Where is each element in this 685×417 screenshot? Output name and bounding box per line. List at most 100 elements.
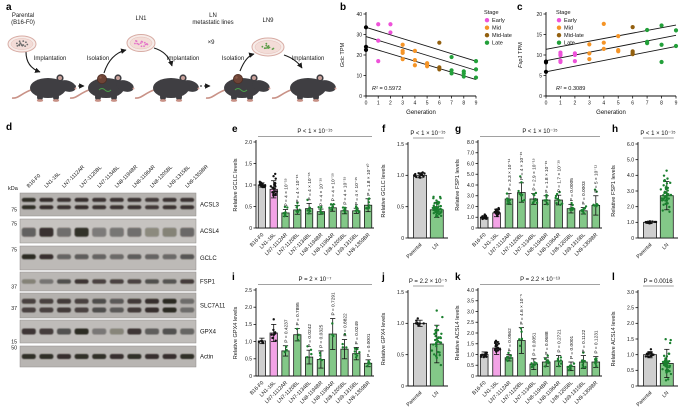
protein-label-GCLC: GCLC [200,256,217,262]
protein-band [74,328,89,335]
bar-B16-F0 [257,340,266,377]
scatter-point [659,23,664,28]
bar-Parental [643,354,657,387]
data-dot [497,207,501,211]
data-dot [417,324,420,327]
y-tick-label: 1.5 [397,142,404,148]
p-value-annotation: P < 1 × 10⁻¹⁵ [522,128,558,135]
mouse-nose [197,87,200,90]
dot-cloud-LN9-1315BL [580,351,587,369]
data-dot [307,212,310,215]
protein-band [57,279,71,284]
panel-h-letter: h [612,124,619,135]
bar-p-value: P = 0.0005 [569,178,575,202]
data-dot [418,322,421,325]
implantation-label-3: Implantation [291,56,325,62]
bar-p-value: P = 0.0001 [569,335,575,359]
protein-band [74,307,89,313]
bar-chart-svg: 0 1.0 2.0 3.0 4.0 5.0 6.0 7.0 8.0 Relative FSP1 l… [455,128,602,258]
data-dot [581,366,584,369]
data-dot [668,370,671,373]
protein-band [180,227,195,237]
data-dot [435,309,438,312]
data-dot [319,207,322,211]
protein-band [109,307,124,313]
p-value-annotation: P = 2 × 10⁻⁷ [299,276,332,283]
kda-marker: 37 [11,306,17,312]
scatter-point [363,47,369,52]
protein-band [92,254,107,260]
y-tick-label: 8.0 [467,140,474,146]
data-dot [583,359,586,363]
data-dot [662,197,666,200]
bar-p-value: P = 0.1231 [594,330,600,354]
series-Mid [400,42,430,69]
blot-strip-Actin [19,345,197,368]
y-tick-label: 2.5 [245,288,252,294]
data-dot [295,327,299,331]
protein-band [92,279,107,284]
protein-band [39,205,54,210]
data-dot [669,181,672,185]
bar-p-value: P = 1.8 × 10⁻¹⁰ [366,164,372,196]
kda-marker: 75 [11,208,17,214]
data-dot [666,360,669,363]
series-Early [376,22,393,64]
p-value-annotation: P = 2.2 × 10⁻⁵ [409,278,448,285]
panel-j-bar-chart: 0 0.5 1.0 1.5 Relative GPX4 levels Parental LN… [378,272,454,417]
mouse-head [116,80,134,92]
mouse-foot [230,99,238,102]
data-dot [329,203,333,206]
data-dot [567,369,571,372]
dot-cloud-LN8-1196AR [556,356,563,368]
mouse-tail [69,89,90,99]
data-dot [353,347,357,351]
data-dot [543,357,547,361]
protein-band [39,254,54,260]
data-dot [261,341,265,345]
x-tick-label: 0 [545,101,548,107]
scatter-point [437,67,442,72]
scatter-point [461,74,466,79]
data-dot [439,336,442,339]
data-dot [284,211,287,214]
y-tick-label: 2.5 [467,320,474,326]
ln9-dish-label: LN9 [262,18,274,24]
data-dot [662,184,665,187]
data-dot [273,182,276,186]
scatter-point [412,58,417,63]
bar-p-value: P = 4 × 10⁻¹⁵ [342,177,348,205]
blot-strip-SLC7A11 [19,292,197,319]
protein-band [180,197,195,202]
cell-colony [24,45,27,48]
protein-band [180,307,195,313]
data-dot [286,206,289,209]
dot-cloud-LN1-16L [270,318,277,342]
y-tick-label: 2.0 [245,140,252,146]
arrow-isolation-2 [239,52,255,72]
y-tick-label: 0 [401,236,404,242]
data-dot [505,192,509,195]
cell-colony [18,44,21,47]
data-dot [530,365,534,369]
data-dot [341,346,345,349]
scatter-chart-svg: 0 10 20 30 40 0 1 2 3 4 5 6 7 8 9 Generation Gclc TPM R² … [340,10,512,116]
data-dot [669,193,673,197]
data-dot [306,345,309,348]
data-dot [644,355,648,358]
cell-colony [15,42,18,45]
data-dot [331,205,335,208]
blot-strip-GCLC [19,245,197,271]
data-dot [415,319,418,322]
mouse-foot [246,99,254,102]
cell-colony [143,41,146,44]
data-dot [535,201,539,205]
data-dot [296,338,300,342]
scatter-point [572,59,577,64]
ln1-dish [126,34,156,52]
bar-B16-F0 [257,184,266,229]
p-value-annotation: P < 1 × 10⁻¹⁵ [297,128,333,135]
y-tick-label: 4.0 [627,173,634,179]
x-tick-label: 6 [438,101,441,107]
mouse-body [30,78,66,98]
